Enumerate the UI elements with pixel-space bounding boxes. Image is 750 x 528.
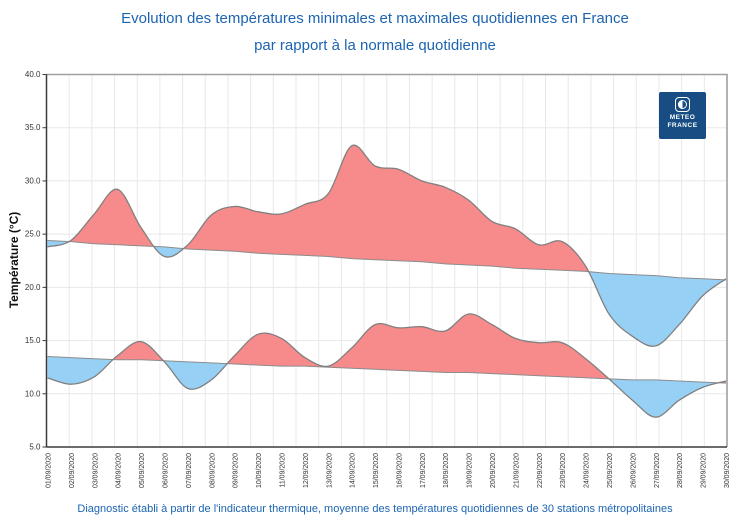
svg-text:18/09/2020: 18/09/2020: [443, 453, 450, 488]
svg-text:19/09/2020: 19/09/2020: [467, 453, 474, 488]
svg-text:27/09/2020: 27/09/2020: [654, 453, 661, 488]
svg-text:13/09/2020: 13/09/2020: [326, 453, 333, 488]
svg-text:04/09/2020: 04/09/2020: [116, 453, 123, 488]
svg-text:24/09/2020: 24/09/2020: [584, 453, 591, 488]
chart-footnote: Diagnostic établi à partir de l'indicate…: [77, 503, 673, 515]
svg-text:10/09/2020: 10/09/2020: [256, 453, 263, 488]
svg-text:10.0: 10.0: [25, 389, 41, 398]
meteo-france-icon: [675, 97, 690, 112]
svg-text:28/09/2020: 28/09/2020: [677, 453, 684, 488]
svg-text:12/09/2020: 12/09/2020: [303, 453, 310, 488]
svg-text:20.0: 20.0: [25, 283, 41, 292]
svg-text:30/09/2020: 30/09/2020: [724, 453, 731, 488]
svg-text:26/09/2020: 26/09/2020: [630, 453, 637, 488]
svg-text:08/09/2020: 08/09/2020: [209, 453, 216, 488]
chart-title-line1: Evolution des températures minimales et …: [121, 10, 629, 27]
svg-text:06/09/2020: 06/09/2020: [162, 453, 169, 488]
svg-text:23/09/2020: 23/09/2020: [560, 453, 567, 488]
svg-text:30.0: 30.0: [25, 176, 41, 185]
svg-text:07/09/2020: 07/09/2020: [186, 453, 193, 488]
svg-text:25.0: 25.0: [25, 230, 41, 239]
svg-text:01/09/2020: 01/09/2020: [46, 453, 53, 488]
svg-text:14/09/2020: 14/09/2020: [350, 453, 357, 488]
svg-text:02/09/2020: 02/09/2020: [69, 453, 76, 488]
svg-text:16/09/2020: 16/09/2020: [396, 453, 403, 488]
svg-text:03/09/2020: 03/09/2020: [92, 453, 99, 488]
svg-text:29/09/2020: 29/09/2020: [701, 453, 708, 488]
logo-text-france: FRANCE: [667, 122, 698, 129]
logo-text-meteo: METEO: [669, 114, 696, 121]
svg-text:09/09/2020: 09/09/2020: [233, 453, 240, 488]
svg-text:17/09/2020: 17/09/2020: [420, 453, 427, 488]
svg-text:21/09/2020: 21/09/2020: [513, 453, 520, 488]
svg-text:35.0: 35.0: [25, 123, 41, 132]
chart-title-line2: par rapport à la normale quotidienne: [254, 37, 496, 54]
svg-text:15/09/2020: 15/09/2020: [373, 453, 380, 488]
svg-text:5.0: 5.0: [29, 443, 41, 452]
svg-text:40.0: 40.0: [25, 70, 41, 79]
svg-text:20/09/2020: 20/09/2020: [490, 453, 497, 488]
meteo-france-logo: METEO FRANCE: [659, 92, 706, 139]
svg-text:15.0: 15.0: [25, 336, 41, 345]
svg-text:05/09/2020: 05/09/2020: [139, 453, 146, 488]
svg-text:25/09/2020: 25/09/2020: [607, 453, 614, 488]
svg-text:22/09/2020: 22/09/2020: [537, 453, 544, 488]
svg-text:11/09/2020: 11/09/2020: [279, 453, 286, 488]
